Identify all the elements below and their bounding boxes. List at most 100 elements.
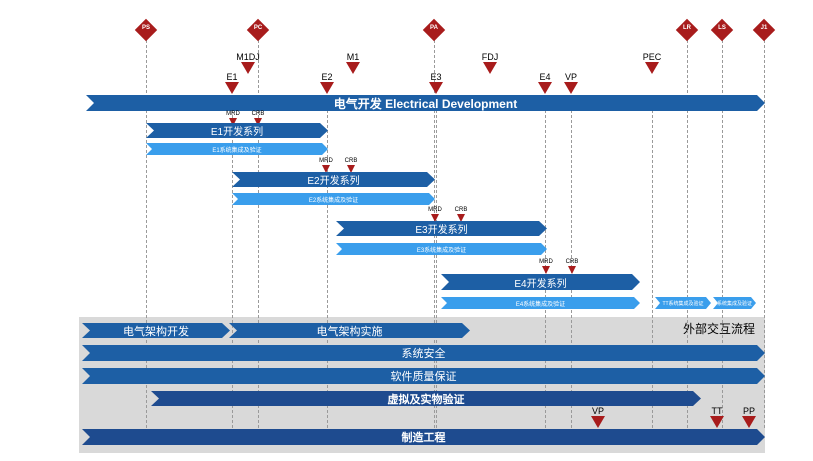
- milestone-marker: PEC: [637, 52, 667, 74]
- manufacturing-milestone-marker: PP: [734, 406, 764, 428]
- software-quality-bar: 软件质量保证: [82, 368, 765, 384]
- milestone-guide-line: [571, 95, 572, 428]
- milestone-guide-line: [327, 95, 328, 428]
- e4-dev-bar: E4开发系列: [441, 274, 640, 290]
- review-milestone-label: MRD: [428, 207, 442, 213]
- gate-label: PC: [253, 25, 263, 31]
- manufacturing-milestone-marker: VP: [583, 406, 613, 428]
- milestone-guide-line: [436, 95, 437, 428]
- milestone-triangle-icon: [645, 62, 659, 74]
- review-triangle-icon: [322, 165, 330, 173]
- review-milestone-marker: CRB: [446, 207, 476, 222]
- ls-integration-bar: 系统集成及验证: [713, 297, 756, 309]
- gate-guide-line: [146, 40, 147, 428]
- gate-guide-line: [687, 40, 688, 428]
- milestone-label: E4: [539, 72, 551, 82]
- milestone-triangle-icon: [710, 416, 724, 428]
- review-milestone-label: CRB: [565, 259, 579, 265]
- review-milestone-marker: CRB: [336, 158, 366, 173]
- milestone-marker: E4: [530, 72, 560, 94]
- milestone-label: M1: [346, 52, 360, 62]
- milestone-triangle-icon: [538, 82, 552, 94]
- review-milestone-label: MRD: [539, 259, 553, 265]
- gate-guide-line: [722, 40, 723, 428]
- gate-marker: LS: [710, 18, 734, 42]
- e3-dev-bar: E3开发系列: [336, 221, 547, 236]
- gate-label: LR: [683, 25, 691, 31]
- review-triangle-icon: [457, 214, 465, 222]
- gate-marker: LR: [675, 18, 699, 42]
- milestone-triangle-icon: [429, 82, 443, 94]
- milestone-label: E1: [226, 72, 238, 82]
- manufacturing-milestone-marker: TT: [702, 406, 732, 428]
- e1-dev-bar: E1开发系列: [146, 123, 328, 138]
- manufacturing-milestone-label: PP: [742, 406, 755, 416]
- gate-label: J1: [760, 25, 768, 31]
- virtual-physical-validation-bar: 虚拟及实物验证: [151, 391, 701, 406]
- milestone-label: FDJ: [481, 52, 499, 62]
- review-milestone-marker: MRD: [218, 111, 248, 126]
- review-milestone-marker: MRD: [420, 207, 450, 222]
- milestone-triangle-icon: [742, 416, 756, 428]
- milestone-triangle-icon: [483, 62, 497, 74]
- ea-development-bar: 电气架构开发: [82, 323, 230, 338]
- e1-integration-bar: E1系统集成及验证: [146, 143, 328, 155]
- milestone-guide-line: [232, 95, 233, 428]
- milestone-label: E2: [321, 72, 333, 82]
- milestone-triangle-icon: [591, 416, 605, 428]
- gate-label: LS: [718, 25, 726, 31]
- review-triangle-icon: [431, 214, 439, 222]
- milestone-triangle-icon: [241, 62, 255, 74]
- milestone-marker: M1DJ: [233, 52, 263, 74]
- gate-label: PA: [430, 25, 438, 31]
- milestone-marker: M1: [338, 52, 368, 74]
- review-triangle-icon: [229, 118, 237, 126]
- milestone-marker: FDJ: [475, 52, 505, 74]
- review-milestone-marker: MRD: [531, 259, 561, 274]
- manufacturing-milestone-label: VP: [591, 406, 604, 416]
- gate-marker: PC: [246, 18, 270, 42]
- review-milestone-label: MRD: [226, 111, 240, 117]
- system-safety-bar: 系统安全: [82, 345, 765, 361]
- milestone-triangle-icon: [564, 82, 578, 94]
- milestone-guide-line: [652, 95, 653, 428]
- gate-marker: J1: [752, 18, 776, 42]
- gate-marker: PS: [134, 18, 158, 42]
- milestone-marker: E2: [312, 72, 342, 94]
- milestone-marker: E1: [217, 72, 247, 94]
- gate-guide-line: [258, 40, 259, 428]
- milestone-label: VP: [564, 72, 577, 82]
- milestone-label: E3: [430, 72, 442, 82]
- milestone-label: M1DJ: [236, 52, 260, 62]
- milestone-triangle-icon: [225, 82, 239, 94]
- electrical-development-bar: 电气开发 Electrical Development: [86, 95, 765, 111]
- review-triangle-icon: [568, 266, 576, 274]
- milestone-marker: E3: [421, 72, 451, 94]
- review-milestone-marker: CRB: [557, 259, 587, 274]
- review-milestone-label: CRB: [251, 111, 265, 117]
- review-milestone-label: MRD: [319, 158, 333, 164]
- external-process-label: 外部交互流程: [683, 322, 756, 336]
- review-milestone-marker: MRD: [311, 158, 341, 173]
- milestone-triangle-icon: [320, 82, 334, 94]
- milestone-label: PEC: [642, 52, 662, 62]
- review-milestone-marker: CRB: [243, 111, 273, 126]
- gate-label: PS: [141, 25, 150, 31]
- e3-integration-bar: E3系统集成及验证: [336, 243, 547, 255]
- review-milestone-label: CRB: [454, 207, 468, 213]
- manufacturing-milestone-label: TT: [711, 406, 723, 416]
- milestone-marker: VP: [556, 72, 586, 94]
- milestone-triangle-icon: [346, 62, 360, 74]
- review-triangle-icon: [542, 266, 550, 274]
- e4-integration-bar: E4系统集成及验证: [441, 297, 640, 309]
- review-milestone-label: CRB: [344, 158, 358, 164]
- review-triangle-icon: [254, 118, 262, 126]
- e2-dev-bar: E2开发系列: [232, 172, 435, 187]
- gate-guide-line: [764, 40, 765, 428]
- review-triangle-icon: [347, 165, 355, 173]
- gate-marker: PA: [422, 18, 446, 42]
- manufacturing-engineering-bar: 制造工程: [82, 429, 765, 445]
- e2-integration-bar: E2系统集成及验证: [232, 193, 435, 205]
- tt-integration-bar: TT系统集成及验证: [655, 297, 711, 309]
